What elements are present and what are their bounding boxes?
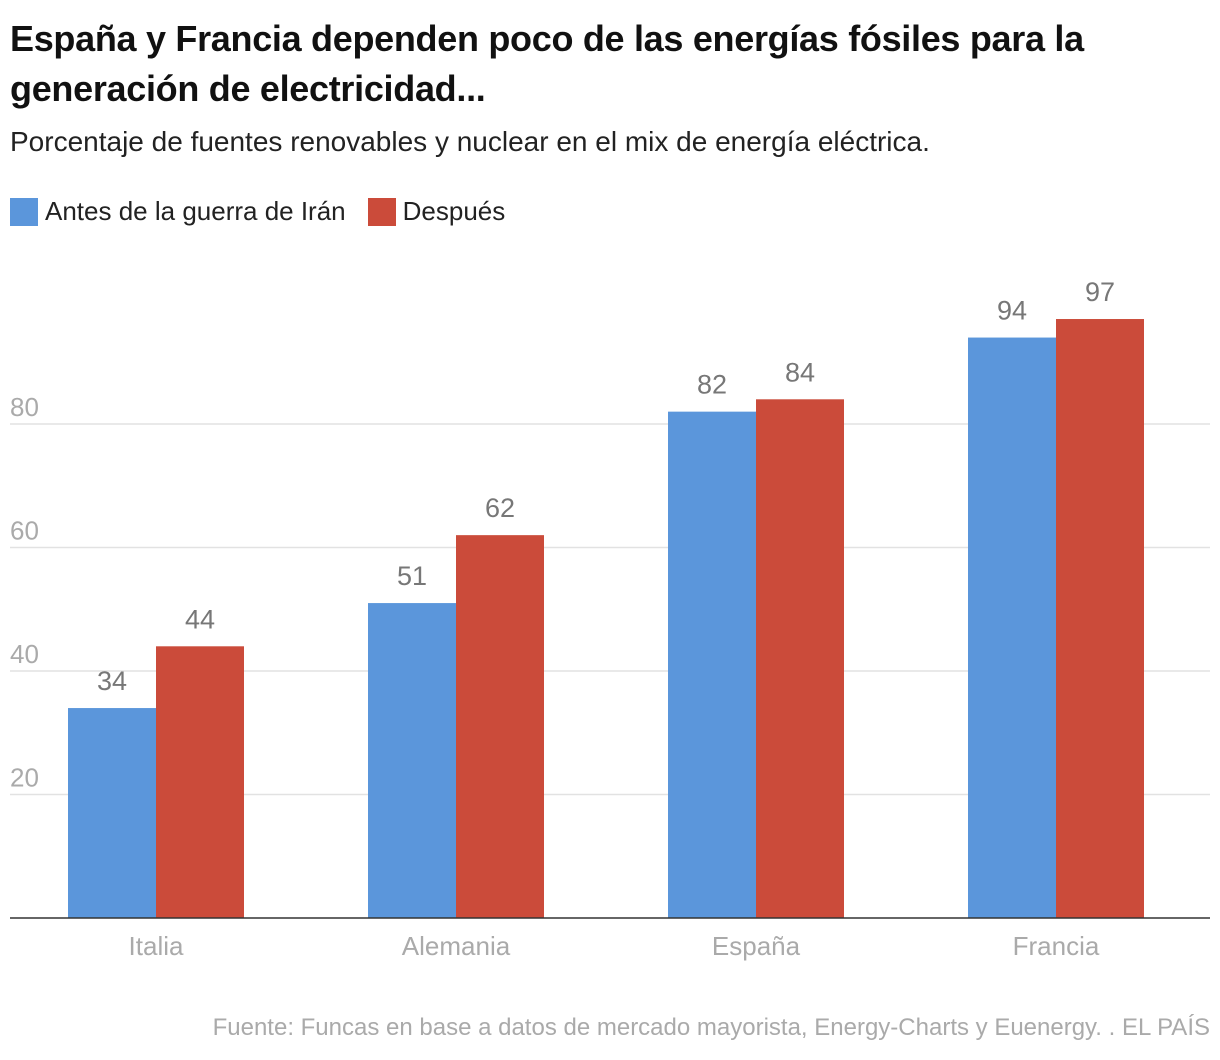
- chart-subtitle: Porcentaje de fuentes renovables y nucle…: [10, 126, 930, 157]
- bar-before: [68, 708, 156, 918]
- x-tick-label: Alemania: [402, 931, 511, 961]
- legend-item-after: Después: [367, 196, 506, 227]
- x-tick-label: Francia: [1013, 931, 1100, 961]
- data-label: 34: [97, 666, 127, 696]
- legend: Antes de la guerra de Irán Después: [10, 196, 527, 227]
- y-tick-label: 40: [10, 639, 39, 669]
- y-tick-label: 80: [10, 392, 39, 422]
- legend-item-before: Antes de la guerra de Irán: [10, 196, 346, 227]
- data-label: 94: [997, 296, 1027, 326]
- data-label: 82: [697, 370, 727, 400]
- legend-swatch-after: [367, 197, 396, 226]
- data-label: 97: [1085, 277, 1115, 307]
- x-tick-label: Italia: [129, 931, 184, 961]
- bar-before: [968, 337, 1056, 918]
- y-tick-label: 60: [10, 516, 39, 546]
- x-tick-label: España: [712, 931, 801, 961]
- y-tick-label: 20: [10, 763, 39, 793]
- bar-after: [156, 646, 244, 918]
- data-label: 44: [185, 604, 215, 634]
- bar-before: [668, 411, 756, 918]
- legend-label-before: Antes de la guerra de Irán: [45, 196, 346, 226]
- data-label: 51: [397, 561, 427, 591]
- source-footer: Fuente: Funcas en base a datos de mercad…: [212, 1014, 1210, 1041]
- bar-after: [756, 399, 844, 918]
- data-label: 62: [485, 493, 515, 523]
- legend-swatch-before: [10, 197, 38, 226]
- data-label: 84: [785, 357, 815, 387]
- chart-title: España y Francia dependen poco de las en…: [10, 18, 1084, 109]
- bar-before: [368, 603, 456, 918]
- legend-label-after: Después: [402, 196, 506, 226]
- bar-after: [1056, 319, 1144, 918]
- bar-after: [456, 535, 544, 918]
